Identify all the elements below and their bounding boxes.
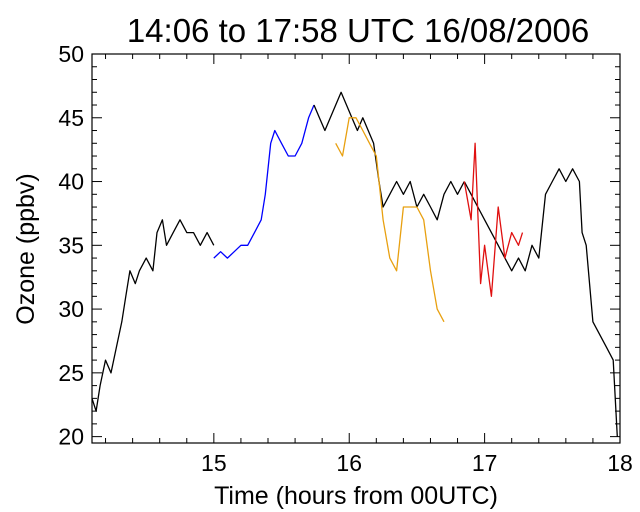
y-tick-label: 45 — [58, 105, 84, 131]
series-line-2 — [313, 91, 465, 221]
x-axis-label: Time (hours from 00UTC) — [214, 482, 498, 510]
y-axis-label: Ozone (ppbv) — [12, 173, 40, 324]
y-tick-label: 40 — [58, 169, 84, 195]
series-line-1 — [213, 104, 315, 259]
series-layer — [91, 91, 618, 437]
series-line-3 — [335, 117, 445, 323]
ticks-layer: 15 16 17 18 20 25 30 35 40 45 50 — [58, 41, 632, 476]
x-tick-label: 17 — [472, 450, 498, 476]
x-tick-label: 18 — [607, 450, 633, 476]
plot-frame — [91, 53, 621, 444]
y-tick-label: 25 — [58, 360, 84, 386]
series-line-5 — [463, 142, 524, 297]
x-tick-label: 16 — [336, 450, 362, 476]
series-line-0 — [91, 219, 215, 412]
y-tick-label: 50 — [58, 41, 84, 67]
chart-title: 14:06 to 17:58 UTC 16/08/2006 — [127, 12, 589, 49]
y-tick-label: 20 — [58, 424, 84, 450]
y-tick-label: 35 — [58, 232, 84, 258]
y-tick-label: 30 — [58, 296, 84, 322]
x-tick-label: 15 — [201, 450, 227, 476]
series-line-4 — [463, 168, 618, 437]
